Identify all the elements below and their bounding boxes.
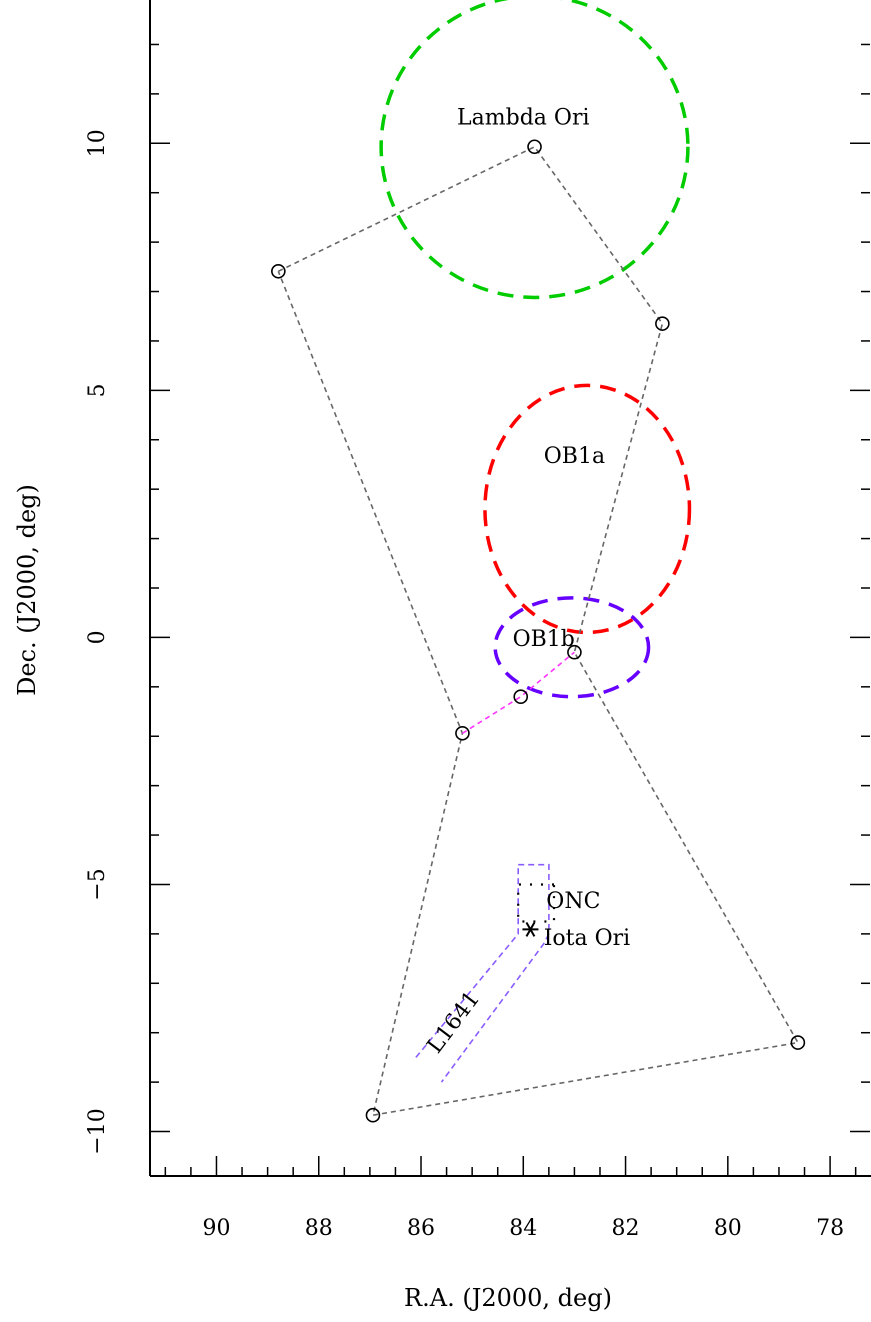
- y-axis-title: Dec. (J2000, deg): [13, 484, 41, 696]
- star-markers: [271, 139, 806, 1123]
- star-marker-7: [790, 1035, 806, 1050]
- x-tick-label: 78: [816, 1216, 844, 1241]
- label-iota-ori: Iota Ori: [544, 926, 630, 951]
- l1641-outline-west: [415, 864, 520, 1058]
- star-marker-5: [567, 644, 582, 660]
- belt-line: [461, 651, 575, 734]
- star-marker-2: [655, 316, 670, 331]
- x-tick-label: 86: [407, 1216, 435, 1241]
- label-ob1a: OB1a: [544, 444, 605, 469]
- star-marker-3: [455, 725, 470, 741]
- label-l1641: L1641: [423, 987, 485, 1058]
- y-tick-label: 0: [85, 630, 110, 644]
- x-tick-label: 88: [305, 1216, 333, 1241]
- x-axis-title: R.A. (J2000, deg): [404, 1284, 612, 1312]
- region-ellipse-ob1b: [493, 596, 651, 699]
- x-tick-label: 90: [202, 1216, 230, 1241]
- star-marker-4: [513, 689, 529, 705]
- y-tick-label: 10: [85, 129, 110, 157]
- star-marker-6: [365, 1107, 381, 1123]
- iota-ori-stroke-2: [525, 922, 536, 937]
- region-ellipses: [379, 0, 692, 699]
- constellation-lines: [277, 145, 800, 1117]
- star-marker-1: [271, 263, 286, 279]
- x-tick-label: 80: [714, 1216, 742, 1241]
- region-labels: Lambda Ori OB1a OB1b ONC Iota Ori L1641: [423, 106, 631, 1059]
- x-tick-label: 84: [509, 1216, 537, 1241]
- label-ob1b: OB1b: [513, 627, 575, 652]
- region-ellipse-ob1a: [483, 383, 692, 635]
- field-outlines: [415, 863, 556, 1083]
- region-ellipse-lambda-ori: [379, 0, 690, 300]
- axis-ticks: 90 88 86 84 82 80 78 10 5 0 −5 −10: [85, 43, 870, 1241]
- onc-box: [517, 883, 556, 923]
- label-onc: ONC: [546, 889, 600, 914]
- star-marker-0: [527, 139, 542, 155]
- l1641-outline-east: [440, 863, 550, 1083]
- label-lambda-ori: Lambda Ori: [457, 106, 589, 131]
- iota-ori-marker: [522, 922, 539, 937]
- y-tick-label: −10: [85, 1108, 110, 1154]
- x-tick-label: 82: [612, 1216, 640, 1241]
- y-tick-label: 5: [85, 383, 110, 397]
- y-tick-label: −5: [85, 868, 110, 900]
